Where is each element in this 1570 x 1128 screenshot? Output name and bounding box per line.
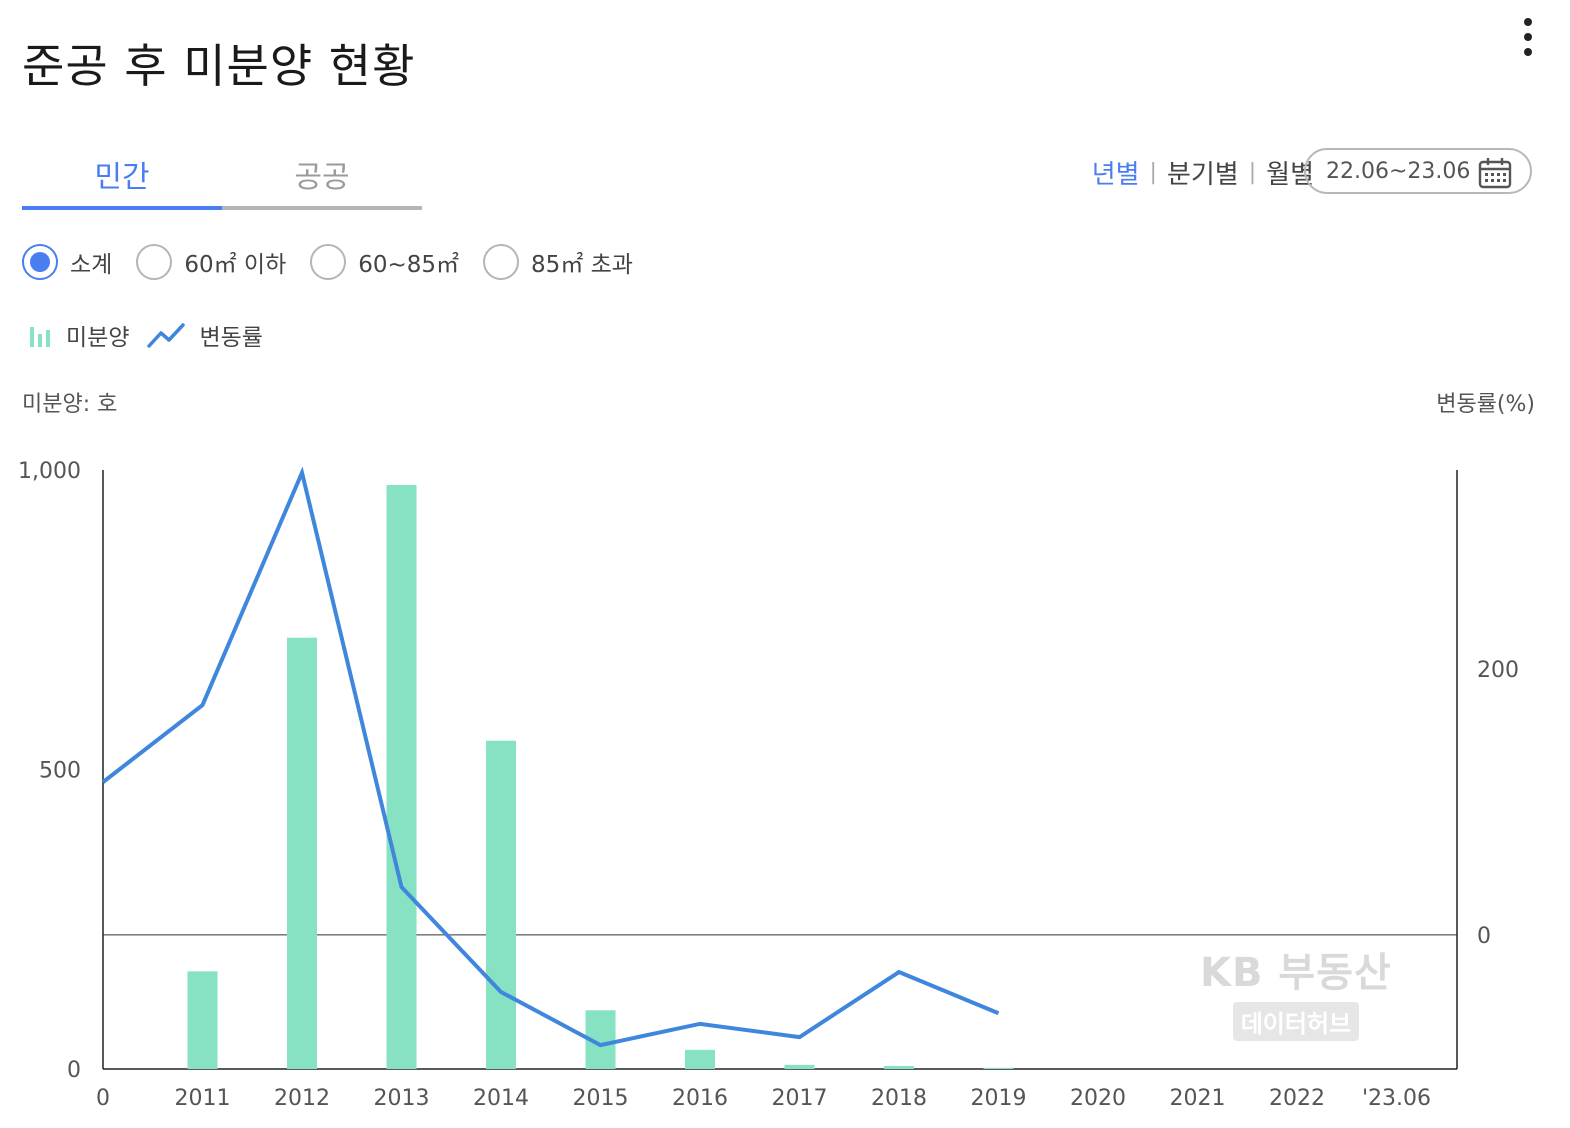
bar-chart-icon — [30, 327, 50, 347]
x-axis-tick-label: 2017 — [772, 1086, 828, 1111]
x-axis-tick-label: 2020 — [1070, 1086, 1126, 1111]
date-range-picker[interactable]: 22.06~23.06 — [1304, 148, 1532, 194]
left-axis-tick-label: 1,000 — [18, 459, 81, 484]
radio-circle — [310, 244, 347, 280]
bar-mark — [784, 1064, 815, 1069]
calendar-icon — [1478, 158, 1512, 189]
left-axis-unit: 미분양: 호 — [22, 392, 118, 417]
right-axis-tick-label: 200 — [1477, 658, 1519, 683]
legend-item-bar[interactable]: 미분양 — [28, 318, 129, 352]
radio-subtotal[interactable]: 소계 — [22, 244, 112, 280]
radio-under-60[interactable]: 60㎡ 이하 — [136, 244, 286, 280]
x-axis-tick-label: 2013 — [374, 1086, 430, 1111]
x-axis-tick-label: 2018 — [871, 1086, 927, 1111]
radio-label: 60~85㎡ — [358, 252, 460, 278]
combo-chart: 0 500 1,000 0 200 0 2011 2012 2013 2014 2015 2016 20… — [18, 459, 1519, 1111]
radio-circle — [136, 244, 173, 280]
x-axis-tick-label: 2012 — [274, 1086, 330, 1111]
radio-over-85[interactable]: 85㎡ 초과 — [483, 244, 633, 280]
radio-60-85[interactable]: 60~85㎡ — [310, 244, 459, 280]
radio-label: 60㎡ 이하 — [184, 252, 287, 278]
period-yearly[interactable]: 년별 — [1091, 159, 1140, 190]
chart-legend: 미분양 변동률 — [28, 318, 281, 352]
radio-label: 85㎡ 초과 — [531, 252, 633, 278]
tab-private[interactable]: 민간 — [22, 150, 222, 210]
period-quarterly[interactable]: 분기별 — [1166, 159, 1239, 190]
x-axis-tick-label: 0 — [96, 1086, 110, 1111]
watermark-line1: KB 부동산 — [1200, 950, 1392, 996]
tab-bar: 민간 공공 — [22, 150, 422, 210]
bar-mark — [983, 1067, 1014, 1069]
bar-mark — [884, 1066, 914, 1069]
radio-label: 소계 — [70, 252, 113, 278]
period-selector: 년별 | 분기별 | 월별 — [1092, 150, 1314, 194]
bar-mark — [486, 740, 516, 1069]
legend-line-label: 변동률 — [199, 325, 263, 351]
legend-bar-label: 미분양 — [66, 325, 130, 351]
x-axis-tick-label: 2022 — [1269, 1086, 1325, 1111]
date-range-text: 22.06~23.06 — [1326, 158, 1471, 184]
bar-mark — [187, 971, 218, 1069]
x-axis-tick-label: 2011 — [175, 1086, 231, 1111]
right-axis-unit: 변동률(%) — [1436, 392, 1535, 417]
x-axis-tick-label: 2014 — [473, 1086, 529, 1111]
radio-circle — [22, 244, 58, 280]
period-divider: | — [1248, 159, 1257, 185]
bar-mark — [287, 637, 317, 1069]
area-filter: 소계 60㎡ 이하 60~85㎡ 85㎡ 초과 — [22, 244, 657, 280]
page-title: 준공 후 미분양 현황 — [22, 39, 416, 93]
x-axis-tick-label: 2015 — [573, 1086, 629, 1111]
x-axis-tick-label: 2019 — [971, 1086, 1027, 1111]
legend-item-line[interactable]: 변동률 — [147, 318, 263, 352]
right-axis-tick-label: 0 — [1477, 924, 1491, 949]
line-series — [101, 466, 1000, 1048]
x-axis-tick-label: '23.06 — [1362, 1086, 1431, 1111]
more-options-icon[interactable] — [1518, 18, 1538, 62]
period-divider: | — [1149, 159, 1157, 185]
left-axis-tick-label: 500 — [39, 759, 81, 784]
left-axis-tick-label: 0 — [67, 1058, 81, 1083]
watermark-line2: 데이터허브 — [1232, 1002, 1360, 1041]
radio-circle — [483, 244, 520, 280]
line-chart-icon — [147, 323, 186, 348]
kb-logo-watermark: KB 부동산 데이터허브 — [1200, 940, 1392, 1041]
x-axis-tick-label: 2016 — [672, 1086, 728, 1111]
bar-mark — [685, 1049, 715, 1069]
bar-mark — [386, 484, 417, 1070]
tab-public[interactable]: 공공 — [222, 150, 422, 210]
x-axis-tick-label: 2021 — [1170, 1086, 1226, 1111]
